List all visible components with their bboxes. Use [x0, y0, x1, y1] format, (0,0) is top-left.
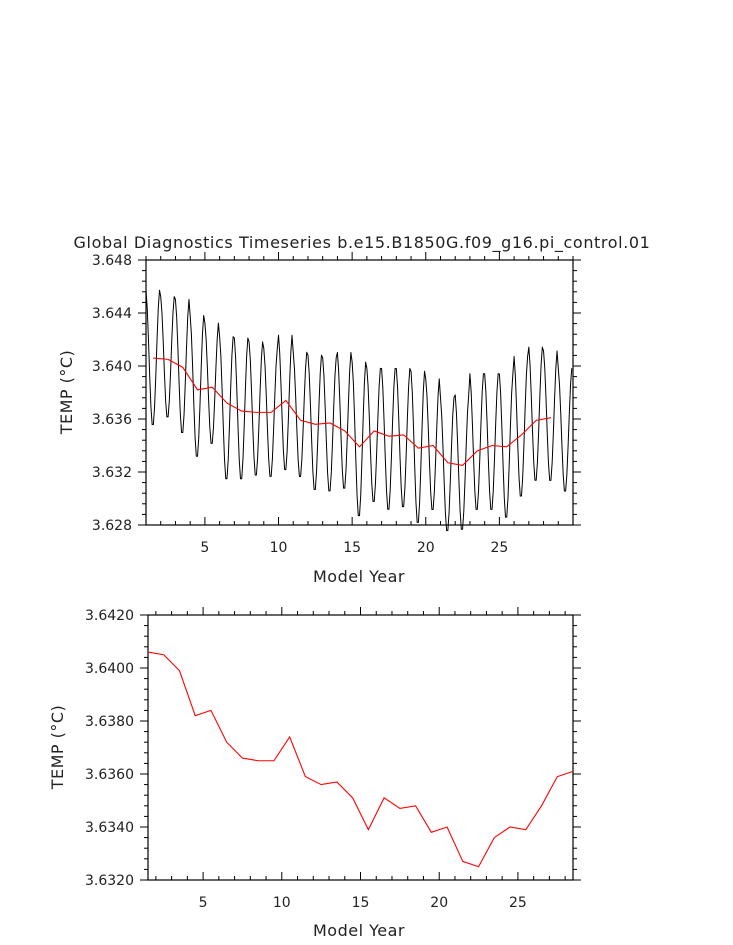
y-tick-label: 3.636	[92, 412, 132, 428]
x-tick-label: 10	[270, 540, 288, 556]
y-tick-label: 3.6420	[85, 608, 134, 624]
y-tick-label: 3.640	[92, 359, 132, 375]
x-tick-label: 25	[509, 895, 527, 911]
x-axis-label: Model Year	[313, 567, 405, 586]
x-tick-labels: 5 10 15 20 25	[199, 895, 527, 911]
series-lines	[145, 289, 573, 532]
plot-frame	[147, 614, 574, 881]
y-tick-label: 3.648	[92, 253, 132, 269]
y-axis-label: TEMP (°C)	[57, 350, 76, 436]
x-tick-label: 15	[343, 540, 361, 556]
y-tick-label: 3.6380	[85, 714, 134, 730]
annual-mean-panel: 3.6320 3.6340 3.6360 3.6380 3.6400 3.6420 5 10…	[48, 607, 581, 940]
y-tick-label: 3.632	[92, 465, 132, 481]
x-tick-label: 15	[352, 895, 370, 911]
y-tick-label: 3.6320	[85, 873, 134, 889]
annual-mean-series-line	[147, 651, 574, 868]
x-axis-label: Model Year	[313, 921, 405, 940]
y-tick-label: 3.644	[92, 306, 132, 322]
y-tick-labels: 3.628 3.632 3.636 3.640 3.644 3.648	[92, 253, 132, 534]
axis-ticks	[140, 607, 581, 881]
x-tick-labels: 5 10 15 20 25	[200, 540, 508, 556]
monthly-timeseries-panel: 3.628 3.632 3.636 3.640 3.644 3.648 5 10 15 20 25…	[57, 252, 581, 586]
y-tick-label: 3.6360	[85, 767, 134, 783]
monthly-series-line	[145, 289, 573, 532]
y-tick-label: 3.6340	[85, 820, 134, 836]
y-axis-label: TEMP (°C)	[48, 705, 67, 791]
y-tick-labels: 3.6320 3.6340 3.6360 3.6380 3.6400 3.6420	[85, 608, 134, 889]
x-tick-label: 25	[490, 540, 508, 556]
axis-ticks	[138, 252, 581, 526]
x-tick-label: 20	[430, 895, 448, 911]
x-tick-label: 10	[273, 895, 291, 911]
x-tick-label: 5	[200, 540, 209, 556]
x-tick-label: 5	[199, 895, 208, 911]
y-tick-label: 3.6400	[85, 661, 134, 677]
plot-frame	[145, 259, 574, 526]
chart-title: Global Diagnostics Timeseries b.e15.B185…	[74, 233, 651, 253]
y-tick-label: 3.628	[92, 518, 132, 534]
x-tick-label: 20	[417, 540, 435, 556]
series-lines	[147, 651, 574, 868]
annual-mean-series-line	[153, 357, 552, 466]
